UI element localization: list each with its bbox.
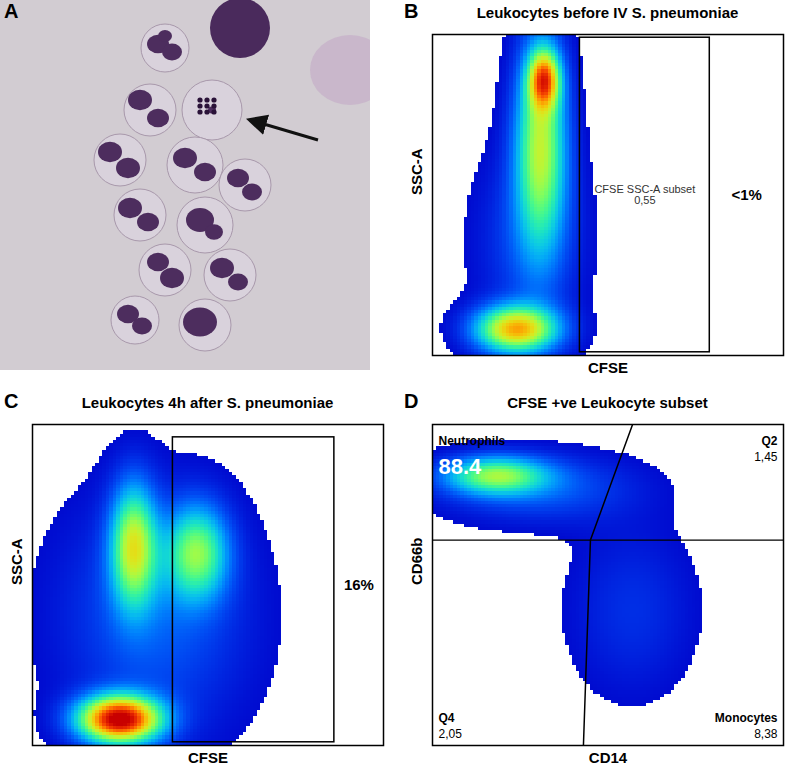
svg-text:CFSE: CFSE (588, 359, 628, 376)
html-text:C: C (4, 390, 19, 412)
svg-text:Neutrophils: Neutrophils (439, 434, 506, 448)
html-text:A: A (4, 0, 19, 22)
svg-text:SSC-A: SSC-A (8, 538, 25, 585)
svg-text:8,388.38: 8,388.38 (754, 727, 778, 741)
svg-text:88.488.4: 88.488.4 (439, 454, 483, 479)
html-text:B: B (404, 0, 419, 22)
html-text:D: D (404, 390, 419, 412)
html-text:CFSE +ve Leukocyte subset: CFSE +ve Leukocyte subset (507, 394, 708, 411)
svg-text:Monocytes: Monocytes (715, 711, 778, 725)
svg-text:Q4: Q4 (439, 711, 455, 725)
svg-text:<1%: <1% (731, 186, 761, 203)
svg-text:CD66b: CD66b (408, 537, 425, 585)
svg-text:CFSE SSC-A subset0,550.55: CFSE SSC-A subset0,550.55 (594, 183, 695, 206)
svg-text:2,052.05: 2,052.05 (439, 727, 463, 741)
svg-text:CFSE: CFSE (188, 749, 228, 766)
html-text:Leukocytes before IV S. pneumo: Leukocytes before IV S. pneumoniae (476, 4, 739, 21)
html-text:Leukocytes 4h after S. pneumon: Leukocytes 4h after S. pneumoniae (81, 394, 334, 411)
svg-text:16%: 16% (344, 576, 374, 593)
svg-text:CD14: CD14 (589, 749, 628, 766)
svg-text:Q2: Q2 (761, 434, 777, 448)
svg-text:1,451.45: 1,451.45 (754, 450, 778, 464)
svg-text:SSC-A: SSC-A (408, 148, 425, 195)
